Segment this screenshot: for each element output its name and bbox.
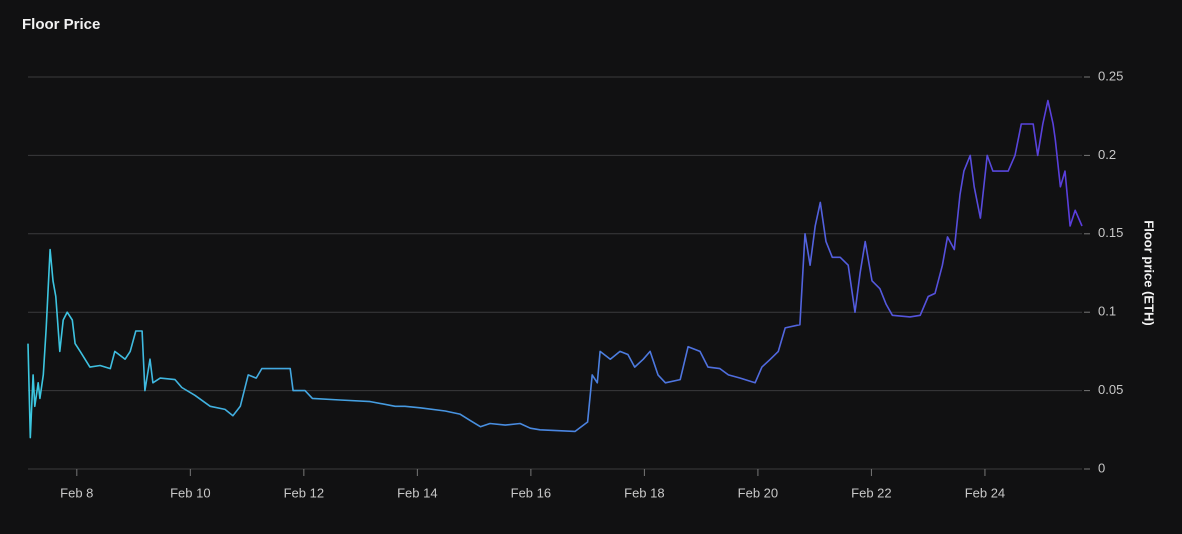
y-tick-label: 0.1 <box>1098 304 1116 319</box>
chart-title: Floor Price <box>22 16 100 33</box>
y-tick-label: 0 <box>1098 460 1105 475</box>
x-tick-label: Feb 8 <box>60 485 93 500</box>
y-tick-label: 0.05 <box>1098 382 1123 397</box>
x-tick-label: Feb 22 <box>851 485 891 500</box>
x-tick-label: Feb 18 <box>624 485 664 500</box>
x-tick-label: Feb 16 <box>511 485 551 500</box>
y-axis-label: Floor price (ETH) <box>1142 220 1157 325</box>
price-line <box>27 99 1083 439</box>
x-tick-label: Feb 24 <box>965 485 1005 500</box>
y-tick-label: 0.2 <box>1098 147 1116 162</box>
y-tick-label: 0.25 <box>1098 68 1123 83</box>
x-tick-label: Feb 14 <box>397 485 437 500</box>
x-tick-label: Feb 12 <box>284 485 324 500</box>
x-tick-label: Feb 10 <box>170 485 210 500</box>
y-tick-label: 0.15 <box>1098 225 1123 240</box>
x-tick-label: Feb 20 <box>738 485 778 500</box>
